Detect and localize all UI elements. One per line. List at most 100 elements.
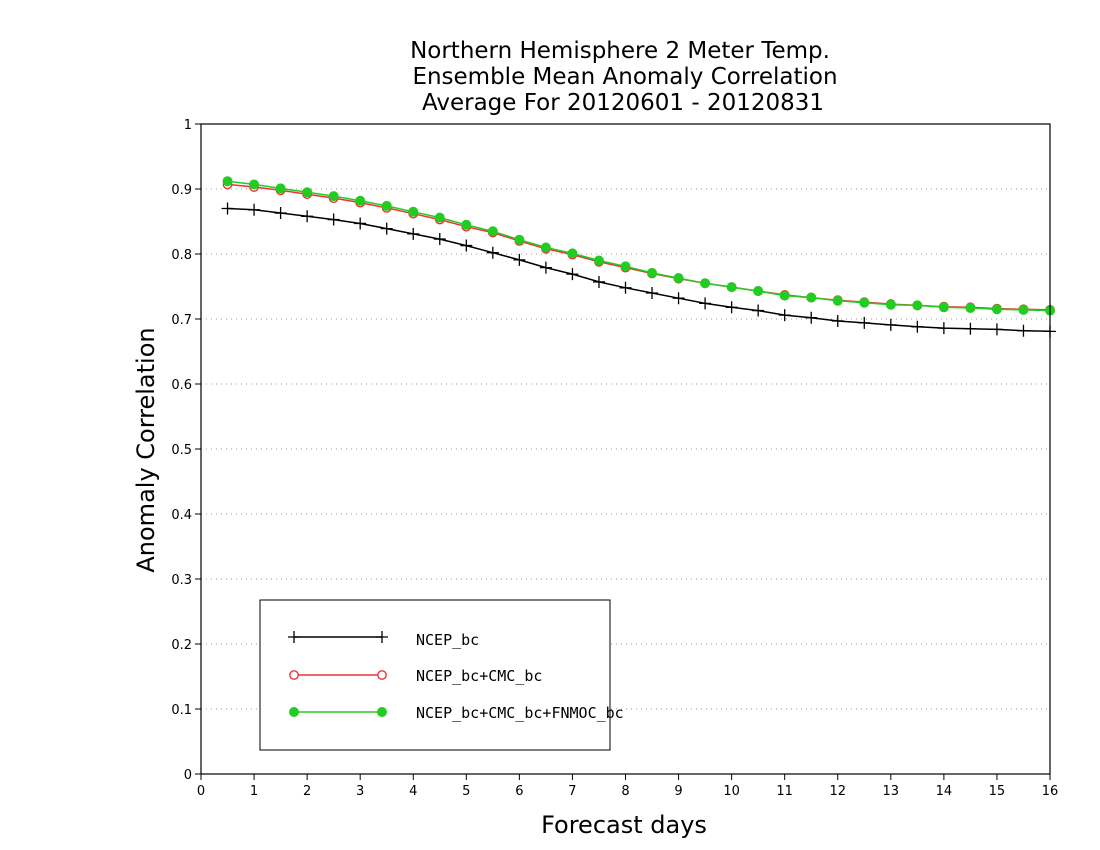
x-tick-label: 0: [197, 784, 205, 799]
data-point-series-2: [620, 261, 631, 272]
legend-marker-0: [376, 631, 388, 643]
legend-marker-2: [377, 707, 387, 717]
data-point-series-0: [672, 292, 685, 305]
data-point-series-0: [248, 203, 261, 216]
data-point-series-0: [911, 320, 924, 333]
data-point-series-2: [275, 183, 286, 194]
x-tick-label: 16: [1042, 784, 1059, 799]
data-point-series-0: [858, 316, 871, 329]
data-point-series-2: [593, 255, 604, 266]
x-tick-label: 1: [250, 784, 258, 799]
data-point-series-0: [725, 301, 738, 314]
data-point-series-2: [567, 248, 578, 259]
data-point-series-0: [327, 213, 340, 226]
data-point-series-0: [354, 217, 367, 230]
data-point-series-2: [540, 242, 551, 253]
x-tick-label: 8: [621, 784, 629, 799]
data-point-series-2: [355, 195, 366, 206]
x-axis-label: Forecast days: [541, 811, 707, 839]
data-point-series-2: [434, 212, 445, 223]
data-point-series-2: [859, 297, 870, 308]
y-axis-label: Anomaly Correlation: [132, 327, 160, 572]
y-tick-label: 0.6: [171, 378, 192, 393]
data-point-series-2: [673, 273, 684, 284]
y-tick-label: 0.2: [171, 638, 192, 653]
data-point-series-0: [566, 268, 579, 281]
data-point-series-2: [328, 191, 339, 202]
legend-label-ncep-cmc: NCEP_bc+CMC_bc: [416, 667, 542, 685]
x-tick-label: 4: [409, 784, 417, 799]
data-point-series-0: [990, 323, 1003, 336]
y-tick-label: 1: [184, 118, 192, 133]
data-point-series-0: [407, 227, 420, 240]
y-tick-label: 0.1: [171, 703, 192, 718]
x-tick-label: 15: [989, 784, 1006, 799]
data-point-series-2: [408, 206, 419, 217]
y-tick-label: 0.3: [171, 573, 192, 588]
data-point-series-2: [222, 176, 233, 187]
y-tick-label: 0: [184, 768, 192, 783]
data-point-series-0: [380, 222, 393, 235]
legend-samples: [288, 631, 388, 717]
data-point-series-2: [753, 286, 764, 297]
data-point-series-0: [486, 246, 499, 259]
y-tick-label: 0.7: [171, 313, 192, 328]
data-point-series-2: [302, 187, 313, 198]
data-point-series-0: [619, 281, 632, 294]
data-point-series-0: [752, 304, 765, 317]
data-point-series-0: [460, 239, 473, 252]
data-point-series-2: [1018, 304, 1029, 315]
legend-label-ncep-bc: NCEP_bc: [416, 631, 479, 649]
data-point-series-2: [912, 300, 923, 311]
x-tick-label: 7: [568, 784, 576, 799]
plot-frame: [200, 123, 1051, 775]
chart-title-line-1: Northern Hemisphere 2 Meter Temp.: [410, 38, 830, 64]
axis-ticks: 00.10.20.30.40.50.60.70.80.910 1 2 3 4 5 6 7 8 9 1…: [171, 118, 1058, 799]
data-point-series-2: [885, 299, 896, 310]
data-point-series-2: [965, 302, 976, 313]
data-point-series-0: [646, 287, 659, 299]
data-point-series-0: [513, 253, 526, 266]
data-point-series-0: [539, 261, 552, 274]
data-point-series-0: [592, 275, 605, 288]
y-tick-label: 0.5: [171, 443, 192, 458]
data-point-series-0: [1017, 324, 1030, 337]
chart-title-line-2: Ensemble Mean Anomaly Correlation: [412, 64, 837, 90]
data-point-series-2: [700, 278, 711, 289]
data-point-series-0: [937, 322, 950, 335]
data-point-series-0: [433, 233, 446, 246]
data-point-series-2: [726, 282, 737, 293]
x-tick-label: 11: [776, 784, 793, 799]
data-point-series-0: [884, 318, 897, 331]
data-point-series-0: [778, 309, 791, 322]
data-point-series-2: [991, 304, 1002, 315]
data-point-series-0: [805, 311, 818, 324]
chart-title-line-3: Average For 20120601 - 20120831: [422, 90, 824, 116]
x-tick-label: 2: [303, 784, 311, 799]
legend-marker-1: [289, 670, 299, 680]
x-tick-label: 12: [829, 784, 846, 799]
data-point-series-2: [806, 292, 817, 303]
legend-marker-2: [289, 707, 299, 717]
legend: NCEP_bc NCEP_bc+CMC_bc NCEP_bc+CMC_bc+FN…: [259, 599, 624, 751]
data-point-series-0: [221, 202, 234, 215]
y-tick-label: 0.4: [171, 508, 192, 523]
x-tick-label: 5: [462, 784, 470, 799]
x-tick-label: 9: [674, 784, 682, 799]
x-tick-label: 6: [515, 784, 523, 799]
y-tick-label: 0.8: [171, 248, 192, 263]
data-point-series-0: [964, 322, 977, 335]
data-point-series-2: [461, 219, 472, 230]
y-tick-label: 0.9: [171, 183, 192, 198]
data-point-series-2: [832, 295, 843, 306]
legend-marker-0: [288, 631, 300, 643]
legend-marker-1: [377, 670, 387, 680]
series-lines: [221, 176, 1056, 338]
data-point-series-2: [647, 267, 658, 278]
x-tick-label: 13: [883, 784, 900, 799]
x-tick-label: 14: [936, 784, 953, 799]
legend-label-ncep-cmc-fnmoc: NCEP_bc+CMC_bc+FNMOC_bc: [416, 704, 624, 722]
data-point-series-0: [301, 210, 314, 223]
data-point-series-2: [938, 302, 949, 313]
